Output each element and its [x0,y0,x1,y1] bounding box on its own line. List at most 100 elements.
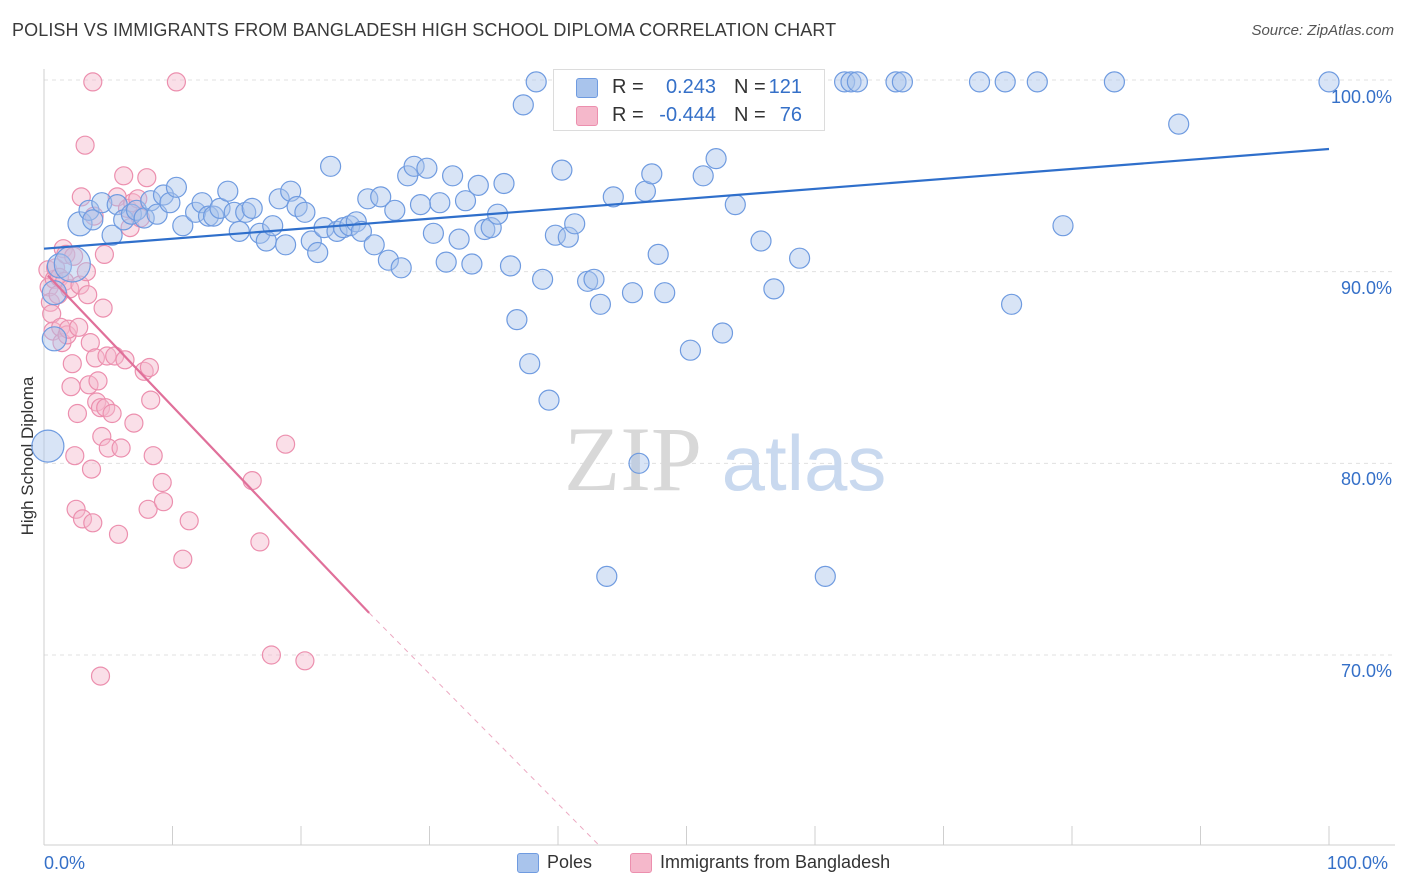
poles-point [531,268,554,290]
poles-point [384,199,406,221]
bangladesh-point [141,390,161,410]
bangladesh-point [83,513,103,533]
poles-point [1318,71,1340,93]
bangladesh-trend-extension [368,612,601,848]
bangladesh-point [124,413,144,433]
bangladesh-point [90,666,111,686]
bangladesh-point [88,371,108,391]
poles-point [1168,113,1190,135]
poles-point [621,282,644,304]
poles-point [165,176,187,198]
bangladesh-point [152,472,172,493]
y-tick-label: 80.0% [1340,469,1392,489]
poles-point [788,247,811,269]
poles-point [300,230,322,252]
poles-point [724,194,746,216]
legend-row-poles: R = 0.243 N = 121 [554,73,824,101]
bangladesh-point [114,166,134,186]
poles-point [512,94,534,116]
n-label: N = [734,104,766,126]
bangladesh-trend-line [47,274,370,614]
r-label: R = [612,104,644,126]
zipatlas-watermark: ZIP atlas [564,408,886,510]
poles-point [589,293,612,315]
bangladesh-point [166,72,186,92]
x-tick-label-min: 0.0% [44,853,86,873]
poles-point [41,326,67,352]
bangladesh-point [108,524,129,544]
bangladesh-point [97,346,117,366]
bangladesh-point [81,459,102,479]
poles-point [53,245,91,283]
axes [43,69,1395,846]
poles-point [46,253,73,279]
bangladesh-point [66,499,86,519]
legend-row-bangladesh: R = -0.444 N = 76 [554,101,824,129]
bangladesh-swatch [630,853,652,873]
poles-point [705,148,727,170]
poles-point [448,228,470,250]
poles-point [228,220,250,242]
poles-trend-line [43,147,1330,250]
poles-swatch [576,78,598,98]
poles-point [82,209,104,231]
bangladesh-point [92,426,112,447]
poles-point [41,280,67,306]
bangladesh-point [83,72,103,92]
poles-point [422,222,444,244]
poles-point [31,429,65,463]
poles-point [345,211,367,233]
y-tick-label: 100.0% [1330,87,1392,107]
poles-point [994,71,1016,93]
n-value: 121 [768,76,802,98]
poles-point [628,452,650,474]
stats-legend: R = 0.243 N = 121 R = -0.444 N = 76 [553,69,825,131]
poles-point [840,71,862,93]
r-value: 0.243 [665,76,716,98]
poles-point [172,215,194,237]
bangladesh-point [261,645,281,665]
poles-point [241,197,263,219]
poles-point [217,180,239,202]
poles-point [294,201,316,223]
bangladesh-point [179,511,199,531]
poles-point [506,309,528,331]
bangladesh-point [276,434,296,454]
poles-point [140,190,162,212]
poles-point [499,255,522,277]
poles-point [390,257,412,279]
bangladesh-point [242,471,262,491]
poles-point [275,234,297,256]
poles-point [262,215,284,237]
poles-point [846,71,869,93]
bangladesh-point [153,492,174,512]
bangladesh-point [62,354,82,374]
poles-point [197,205,220,227]
poles-point [525,71,547,93]
legend-label: Immigrants from Bangladesh [660,852,891,872]
poles-point [101,224,123,246]
bangladesh-point [69,317,89,337]
watermark-zip: ZIP [564,408,702,510]
poles-point [1026,71,1048,93]
bangladesh-point [78,285,98,305]
bangladesh-point [138,499,158,519]
poles-point [750,230,772,252]
poles-point [968,71,991,93]
bangladesh-point [75,135,95,155]
bangladesh-point [94,244,115,264]
poles-point [363,234,385,256]
r-label: R = [612,76,644,98]
poles-point [454,190,477,212]
poles-point [814,565,836,588]
poles-point [493,172,515,195]
poles-point [596,565,618,588]
poles-point [711,322,734,344]
bangladesh-point [90,398,111,418]
poles-point [654,282,676,304]
poles-points [31,71,1340,588]
poles-point [602,186,624,208]
poles-point [442,165,464,187]
bangladesh-point [65,446,85,466]
